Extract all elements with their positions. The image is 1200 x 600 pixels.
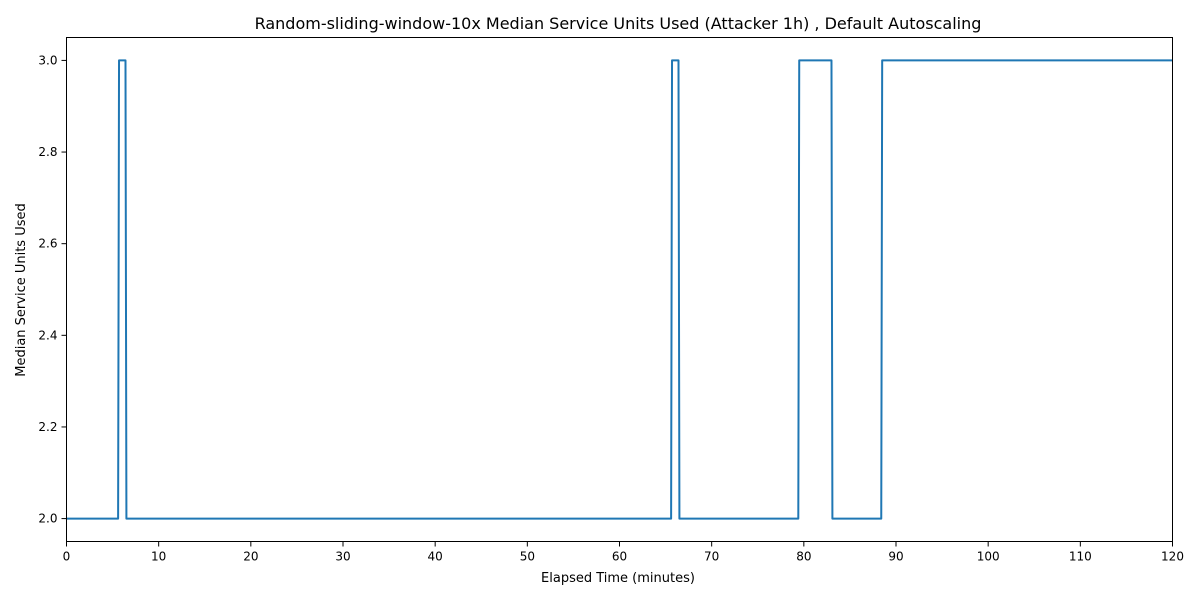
series-line-0 [66, 59, 1173, 520]
x-tick-label: 110 [1069, 550, 1092, 564]
x-tick-label: 0 [63, 550, 71, 564]
x-tick-label: 80 [796, 550, 811, 564]
axes-frame [66, 37, 1173, 542]
x-tick-label: 50 [520, 550, 535, 564]
x-tick-label: 90 [888, 550, 903, 564]
y-tick-label: 2.4 [38, 328, 57, 342]
y-tick-label: 3.0 [38, 53, 57, 67]
x-tick-label: 20 [243, 550, 258, 564]
y-tick-label: 2.6 [38, 237, 57, 251]
y-tick-label: 2.8 [38, 145, 57, 159]
y-axis-label: Median Service Units Used [14, 203, 29, 377]
y-tick-label: 2.2 [38, 420, 57, 434]
x-tick-label: 10 [151, 550, 166, 564]
chart-title: Random-sliding-window-10x Median Service… [255, 14, 982, 33]
x-tick-label: 30 [335, 550, 350, 564]
x-tick-label: 70 [704, 550, 719, 564]
x-tick-label: 60 [612, 550, 627, 564]
x-axis-label: Elapsed Time (minutes) [541, 571, 695, 586]
x-tick-label: 100 [977, 550, 1000, 564]
x-tick-label: 120 [1161, 550, 1184, 564]
y-tick-label: 2.0 [38, 512, 57, 526]
y-axis: 2.0 2.2 2.4 2.6 2.8 3.0 [38, 53, 67, 526]
plot-area [66, 59, 1173, 520]
x-tick-label: 40 [428, 550, 443, 564]
x-axis: 0 10 20 30 40 50 60 70 80 90 100 110 120 [63, 541, 1184, 564]
